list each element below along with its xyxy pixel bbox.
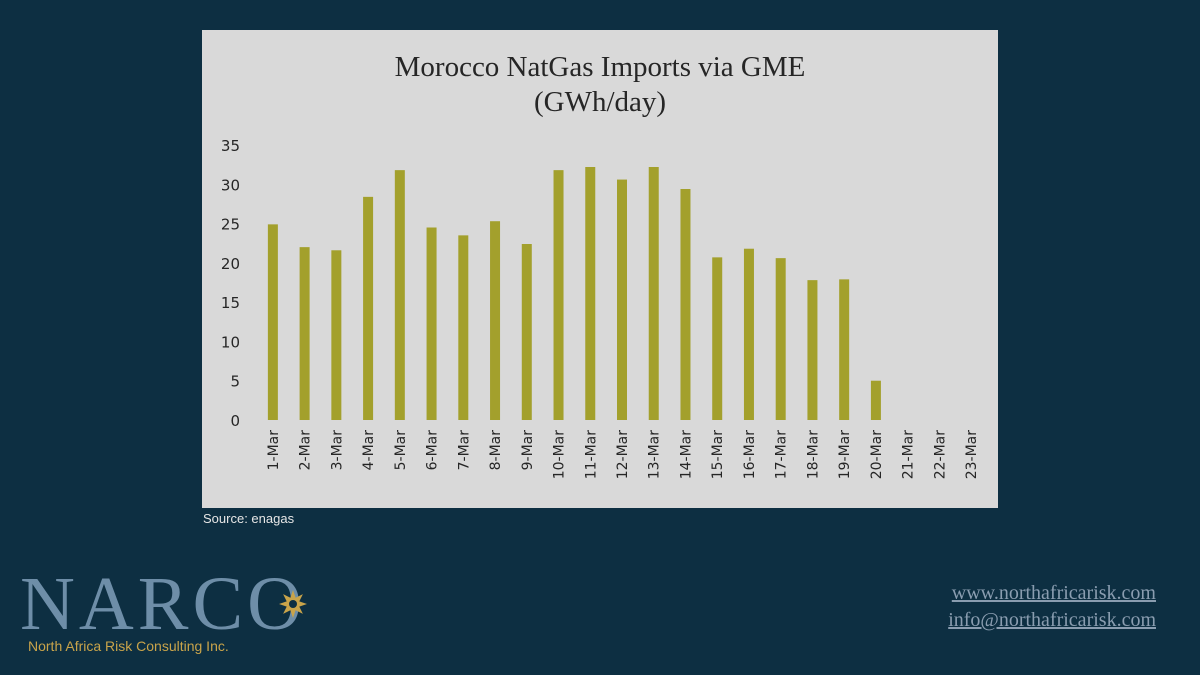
y-tick-label: 10	[221, 333, 240, 351]
x-tick-label: 21-Mar	[901, 430, 917, 480]
email-link[interactable]: info@northafricarisk.com	[948, 609, 1156, 631]
x-tick-label: 7-Mar	[456, 430, 472, 471]
y-tick-label: 15	[221, 294, 240, 312]
x-tick-label: 16-Mar	[742, 430, 758, 480]
bar-11-Mar	[585, 167, 596, 420]
x-tick-label: 11-Mar	[583, 430, 599, 480]
bar-3-Mar	[331, 250, 342, 420]
x-tick-label: 2-Mar	[298, 430, 314, 471]
bar-9-Mar	[521, 244, 532, 420]
bar-10-Mar	[553, 170, 564, 420]
bar-chart: Morocco NatGas Imports via GME (GWh/day)…	[221, 51, 980, 480]
bar-13-Mar	[648, 167, 659, 420]
narco-logo: NARCO North Africa Risk Consulting Inc.	[20, 566, 320, 662]
y-tick-label: 30	[221, 176, 240, 194]
bar-20-Mar	[870, 380, 881, 420]
bar-8-Mar	[490, 221, 501, 420]
logo-wordmark: NARCO	[20, 562, 307, 646]
x-tick-label: 23-Mar	[964, 430, 980, 480]
y-axis: 0 5 10 15 20 25 30 35	[221, 137, 240, 430]
x-tick-label: 15-Mar	[710, 430, 726, 480]
bar-17-Mar	[775, 258, 786, 420]
star-icon	[279, 590, 307, 618]
y-tick-label: 0	[230, 412, 240, 430]
website-link[interactable]: www.northafricarisk.com	[951, 582, 1156, 604]
x-tick-label: 9-Mar	[520, 430, 536, 471]
x-axis: 1-Mar 2-Mar 3-Mar 4-Mar 5-Mar 6-Mar 7-Mar 8-Mar…	[266, 430, 980, 480]
x-tick-label: 4-Mar	[361, 430, 377, 471]
x-tick-label: 8-Mar	[488, 430, 504, 471]
bar-2-Mar	[299, 247, 310, 420]
x-tick-label: 12-Mar	[615, 430, 631, 480]
x-tick-label: 6-Mar	[425, 430, 441, 471]
x-tick-label: 20-Mar	[869, 430, 885, 480]
bar-4-Mar	[363, 196, 374, 420]
x-tick-label: 3-Mar	[329, 430, 345, 471]
bar-6-Mar	[426, 227, 437, 420]
bar-19-Mar	[839, 279, 850, 420]
chart-title: Morocco NatGas Imports via GME	[395, 51, 806, 83]
bars	[267, 167, 881, 420]
y-tick-label: 35	[221, 137, 240, 155]
bar-1-Mar	[267, 224, 278, 420]
x-tick-label: 17-Mar	[774, 430, 790, 480]
bar-15-Mar	[712, 257, 723, 420]
x-tick-label: 13-Mar	[647, 430, 663, 480]
x-tick-label: 14-Mar	[678, 430, 694, 480]
source-note: Source: enagas	[203, 511, 295, 526]
x-tick-label: 5-Mar	[393, 430, 409, 471]
y-tick-label: 20	[221, 255, 240, 273]
y-tick-label: 25	[221, 216, 240, 234]
bar-5-Mar	[394, 170, 405, 420]
x-tick-label: 10-Mar	[552, 430, 568, 480]
chart-panel: Morocco NatGas Imports via GME (GWh/day)…	[202, 30, 998, 508]
logo-tagline: North Africa Risk Consulting Inc.	[28, 638, 229, 654]
bar-12-Mar	[617, 179, 627, 420]
y-tick-label: 5	[230, 373, 240, 391]
bar-16-Mar	[743, 248, 754, 420]
x-tick-label: 18-Mar	[805, 430, 821, 480]
x-tick-label: 22-Mar	[932, 430, 948, 480]
contact-info: www.northafricarisk.com info@northafrica…	[948, 580, 1156, 634]
bar-18-Mar	[807, 280, 818, 420]
bar-7-Mar	[458, 235, 469, 420]
bar-14-Mar	[680, 189, 691, 420]
x-tick-label: 19-Mar	[837, 430, 853, 480]
chart-subtitle: (GWh/day)	[534, 86, 666, 118]
x-tick-label: 1-Mar	[266, 430, 282, 471]
